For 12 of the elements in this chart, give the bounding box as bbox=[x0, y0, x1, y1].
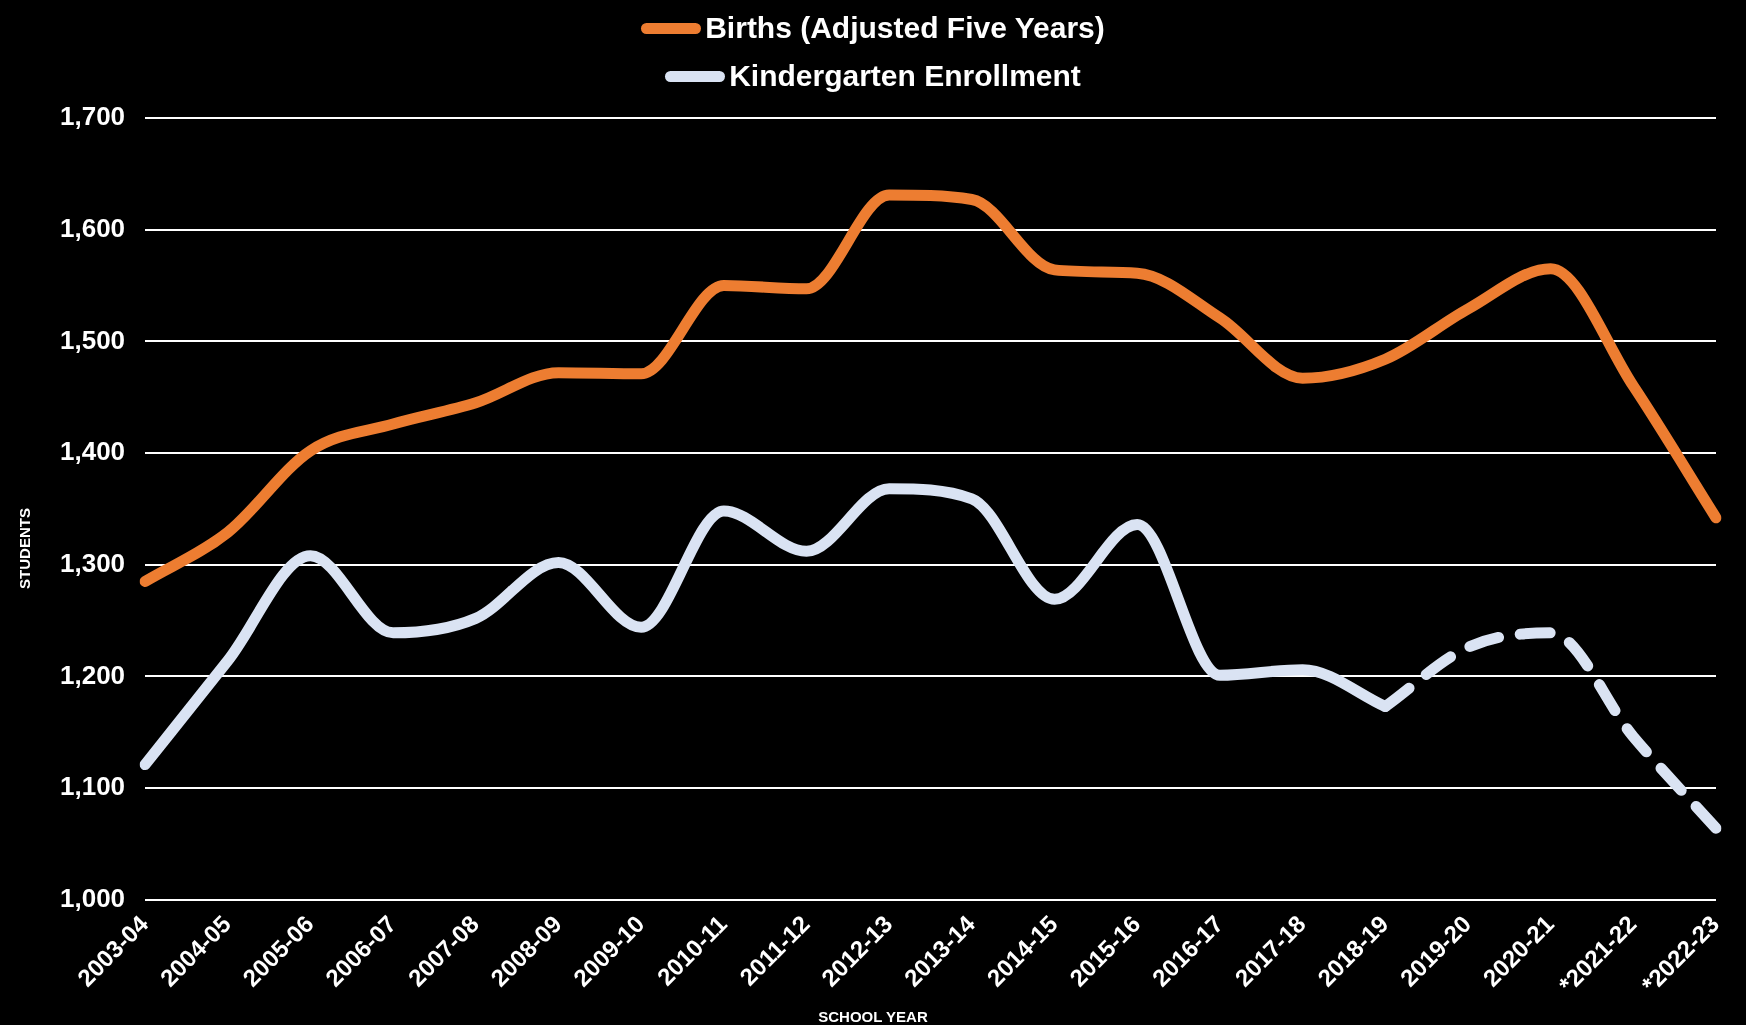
legend-label: Births (Adjusted Five Years) bbox=[705, 11, 1105, 45]
y-tick-label: 1,600 bbox=[59, 212, 126, 243]
x-axis-title: SCHOOL YEAR bbox=[817, 1008, 929, 1025]
legend-label: Kindergarten Enrollment bbox=[729, 59, 1081, 93]
y-tick-label: 1,200 bbox=[59, 659, 126, 690]
y-tick-label: 1,100 bbox=[59, 771, 126, 802]
y-axis-title: STUDENTS bbox=[15, 508, 33, 589]
y-tick-label: 1,300 bbox=[59, 547, 126, 578]
y-tick-label: 1,700 bbox=[59, 101, 126, 132]
y-tick-label: 1,000 bbox=[59, 882, 126, 913]
y-tick-label: 1,500 bbox=[59, 324, 126, 355]
y-tick-label: 1,400 bbox=[59, 436, 126, 467]
